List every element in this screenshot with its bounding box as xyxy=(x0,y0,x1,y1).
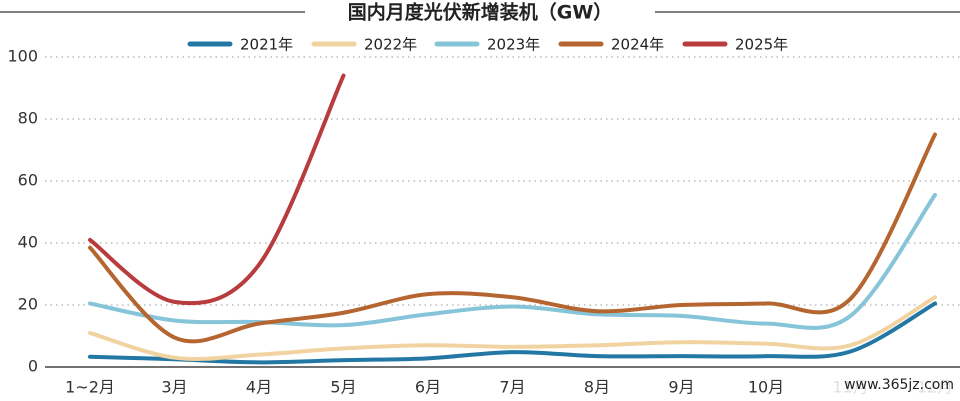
x-tick-label: 7月 xyxy=(499,378,525,397)
legend-label: 2023年 xyxy=(487,36,540,54)
x-tick-label: 4月 xyxy=(246,378,272,397)
x-tick-label: 1~2月 xyxy=(65,378,115,397)
x-tick-label: 6月 xyxy=(415,378,441,397)
y-tick-label: 80 xyxy=(18,109,38,128)
y-tick-label: 100 xyxy=(7,47,38,66)
series-line xyxy=(88,192,937,330)
series-line xyxy=(88,132,937,344)
y-tick-label: 40 xyxy=(18,233,38,252)
legend-label: 2022年 xyxy=(364,36,417,54)
legend-label: 2025年 xyxy=(735,36,788,54)
series-line xyxy=(88,301,937,365)
legend-label: 2024年 xyxy=(611,36,664,54)
y-tick-label: 20 xyxy=(18,295,38,314)
y-tick-label: 60 xyxy=(18,171,38,190)
legend-label: 2021年 xyxy=(240,36,293,54)
series-line xyxy=(88,295,937,361)
watermark-bg xyxy=(828,374,960,396)
x-tick-label: 10月 xyxy=(748,378,784,397)
x-tick-label: 5月 xyxy=(330,378,356,397)
series-line xyxy=(88,73,346,306)
x-tick-label: 9月 xyxy=(668,378,694,397)
x-tick-label: 8月 xyxy=(584,378,610,397)
y-tick-label: 0 xyxy=(28,357,38,376)
x-tick-label: 3月 xyxy=(161,378,187,397)
watermark: www.365jz.com xyxy=(844,377,954,393)
chart-title: 国内月度光伏新增装机（GW） xyxy=(348,1,613,24)
